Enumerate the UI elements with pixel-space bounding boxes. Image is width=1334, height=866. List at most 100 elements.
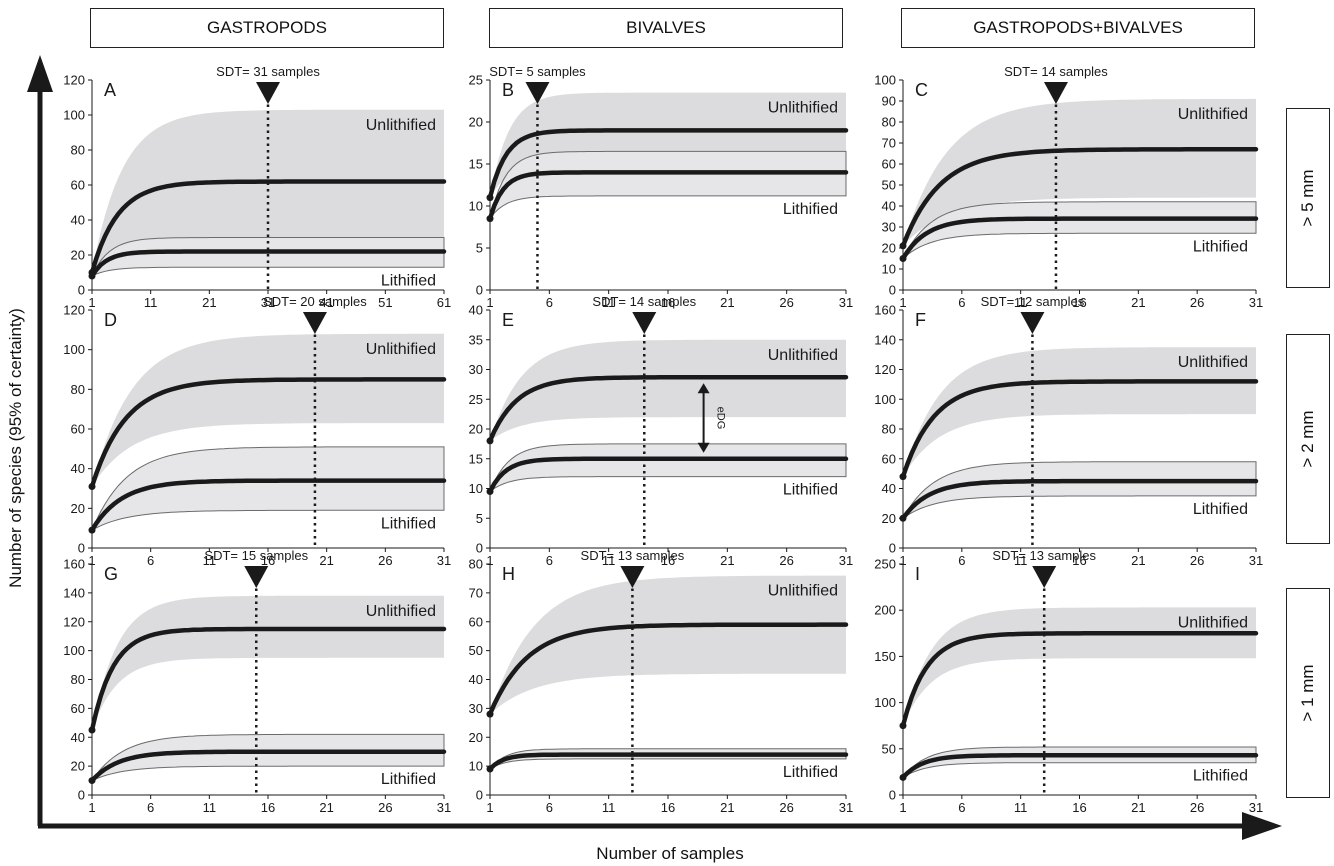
band-lithified-f [902, 461, 1257, 519]
column-header-gastropods: GASTROPODS [90, 8, 444, 48]
x-tick-label-a: 41 [319, 295, 333, 310]
y-tick-label-d: 80 [71, 382, 85, 397]
y-tick-label-h: 20 [469, 730, 483, 745]
y-tick-label-a: 0 [78, 283, 85, 298]
x-tick-label-c: 11 [1014, 295, 1028, 310]
sdt-label-e: SDT= 14 samples [592, 294, 696, 309]
sdt-label-g: SDT= 15 samples [204, 548, 308, 563]
y-tick-label-h: 10 [469, 759, 483, 774]
x-tick-label-f: 6 [958, 553, 965, 568]
y-tick-label-g: 160 [63, 557, 85, 572]
y-tick-label-f: 0 [889, 541, 896, 556]
start-point-lithified-a [88, 272, 96, 280]
sdt-triangle-h [620, 566, 645, 588]
x-tick-label-b: 31 [839, 295, 853, 310]
y-tick-label-i: 150 [874, 649, 896, 664]
column-header-bivalves: BIVALVES [489, 8, 843, 48]
x-tick-label-g: 1 [88, 800, 95, 815]
sdt-triangle-a [256, 82, 280, 104]
x-tick-label-c: 6 [958, 295, 965, 310]
x-tick-label-h: 21 [720, 800, 734, 815]
label-unlithified-g: Unlithified [366, 603, 436, 620]
x-tick-label-g: 16 [261, 800, 275, 815]
panel-letter-d: D [104, 310, 117, 330]
panel-letter-b: B [502, 80, 514, 100]
y-tick-label-d: 100 [63, 342, 85, 357]
y-tick-label-i: 100 [874, 695, 896, 710]
y-tick-label-c: 30 [882, 220, 896, 235]
curve-lithified-c [900, 216, 1259, 261]
x-tick-label-a: 1 [88, 295, 95, 310]
y-tick-label-e: 40 [469, 303, 483, 318]
x-tick-label-g: 21 [319, 800, 333, 815]
sdt-label-b: SDT= 5 samples [489, 64, 586, 79]
label-unlithified-b: Unlithified [768, 100, 838, 117]
x-tick-label-h: 11 [602, 800, 616, 815]
x-tick-label-d: 11 [203, 553, 217, 568]
y-tick-label-e: 25 [469, 392, 483, 407]
y-tick-label-d: 40 [71, 461, 85, 476]
x-tick-label-f: 26 [1190, 553, 1204, 568]
curve-lithified-e [487, 456, 849, 494]
x-tick-label-d: 26 [378, 553, 392, 568]
x-tick-label-h: 16 [661, 800, 675, 815]
y-tick-label-h: 80 [469, 557, 483, 572]
x-tick-label-e: 31 [839, 553, 853, 568]
curve-lithified-f [900, 478, 1259, 521]
y-tick-label-e: 35 [469, 332, 483, 347]
y-tick-label-h: 40 [469, 672, 483, 687]
y-tick-label-f: 60 [882, 451, 896, 466]
curve-unlithified-g [89, 626, 447, 733]
label-lithified-h: Lithified [783, 764, 838, 781]
y-tick-label-h: 60 [469, 614, 483, 629]
panel-letter-e: E [502, 310, 514, 330]
y-tick-label-f: 100 [874, 392, 896, 407]
x-tick-label-a: 31 [261, 295, 275, 310]
label-lithified-f: Lithified [1193, 501, 1248, 518]
x-tick-label-h: 1 [486, 800, 493, 815]
y-tick-label-e: 30 [469, 362, 483, 377]
band-unlithified-c [903, 98, 1256, 246]
label-unlithified-h: Unlithified [768, 583, 838, 600]
y-tick-label-g: 60 [71, 701, 85, 716]
y-tick-label-e: 10 [469, 481, 483, 496]
start-point-lithified-g [88, 777, 96, 785]
x-tick-label-i: 31 [1249, 800, 1263, 815]
x-tick-label-b: 26 [779, 295, 793, 310]
x-tick-label-d: 1 [88, 553, 95, 568]
y-tick-label-d: 20 [71, 501, 85, 516]
y-tick-label-a: 100 [63, 108, 85, 123]
x-tick-label-e: 6 [546, 553, 553, 568]
y-tick-label-f: 140 [874, 332, 896, 347]
y-tick-label-f: 20 [882, 511, 896, 526]
x-tick-label-c: 31 [1249, 295, 1263, 310]
panel-letter-a: A [104, 80, 116, 100]
sdt-label-i: SDT= 13 samples [992, 548, 1096, 563]
row-label-1mm: > 1 mm [1286, 588, 1330, 798]
x-tick-label-f: 16 [1072, 553, 1086, 568]
x-tick-label-h: 31 [839, 800, 853, 815]
curve-unlithified-a [89, 179, 447, 275]
edg-arrowhead-top [697, 383, 710, 394]
label-unlithified-f: Unlithified [1178, 354, 1248, 371]
start-point-lithified-h [486, 765, 494, 773]
start-point-lithified-c [899, 255, 907, 262]
x-tick-label-i: 21 [1131, 800, 1145, 815]
curve-unlithified-h [487, 622, 849, 717]
curve-unlithified-i [900, 631, 1259, 728]
y-tick-label-a: 60 [71, 178, 85, 193]
start-point-unlithified-e [486, 437, 494, 445]
x-tick-label-c: 21 [1131, 295, 1145, 310]
y-tick-label-g: 20 [71, 759, 85, 774]
sdt-triangle-b [525, 82, 550, 104]
x-tick-label-a: 51 [378, 295, 392, 310]
y-tick-label-g: 100 [63, 643, 85, 658]
x-tick-label-a: 61 [437, 295, 451, 310]
y-tick-label-e: 0 [476, 541, 483, 556]
y-tick-label-g: 80 [71, 672, 85, 687]
label-unlithified-e: Unlithified [768, 347, 838, 364]
